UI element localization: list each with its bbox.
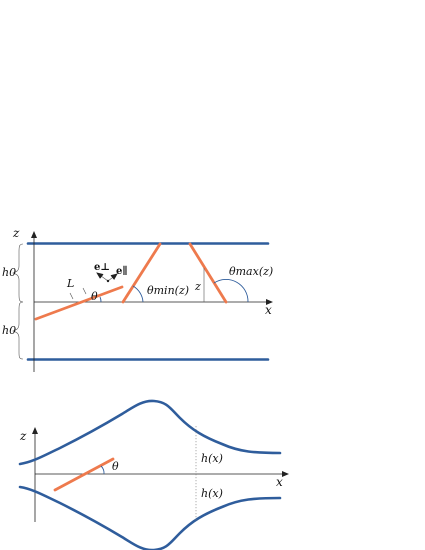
- left-rod: [34, 285, 124, 321]
- theta-label: θ: [91, 290, 98, 303]
- bottom-z-label: z: [19, 429, 27, 443]
- bottom-lower-wall: [18, 485, 282, 550]
- e-par-label: e∥: [116, 265, 128, 277]
- bottom-rod: [53, 457, 115, 492]
- theta-max-arc: [213, 279, 249, 303]
- z-height-label: z: [194, 280, 201, 293]
- top-x-label: x: [265, 303, 272, 317]
- bottom-figure: z x θ h(x) h(x): [18, 399, 289, 550]
- h0-upper-label: h0: [2, 266, 16, 279]
- e-perp-label: e⊥: [94, 262, 110, 273]
- e-perp-arrow: [96, 272, 109, 282]
- h0-upper-brace: [12, 243, 24, 303]
- theta-arc: [99, 296, 102, 303]
- top-figure: z x h0 h0 L θ e⊥ e∥ θmin(z) z θmax(z): [2, 226, 273, 372]
- bottom-upper-wall: [18, 399, 282, 466]
- e-par-arrow: [107, 273, 118, 282]
- bottom-x-label: x: [276, 475, 283, 489]
- h0-lower-label: h0: [2, 324, 16, 337]
- theta-min-label: θmin(z): [147, 284, 189, 297]
- h0-lower-brace: [12, 301, 24, 360]
- theta-min-arc: [132, 285, 144, 303]
- bottom-theta-arc: [100, 465, 105, 475]
- rod-length-label: L: [66, 277, 74, 290]
- rod-length-tick-b: [82, 287, 87, 295]
- top-z-label: z: [12, 226, 20, 240]
- theta-max-rod: [188, 242, 228, 304]
- h-lower-label: h(x): [201, 487, 223, 500]
- rod-length-tick-a: [69, 292, 74, 300]
- h-upper-label: h(x): [201, 452, 223, 465]
- theta-min-rod: [121, 242, 162, 304]
- rod-center-dot: [106, 279, 110, 283]
- bottom-theta-label: θ: [112, 460, 119, 473]
- theta-max-label: θmax(z): [229, 265, 273, 278]
